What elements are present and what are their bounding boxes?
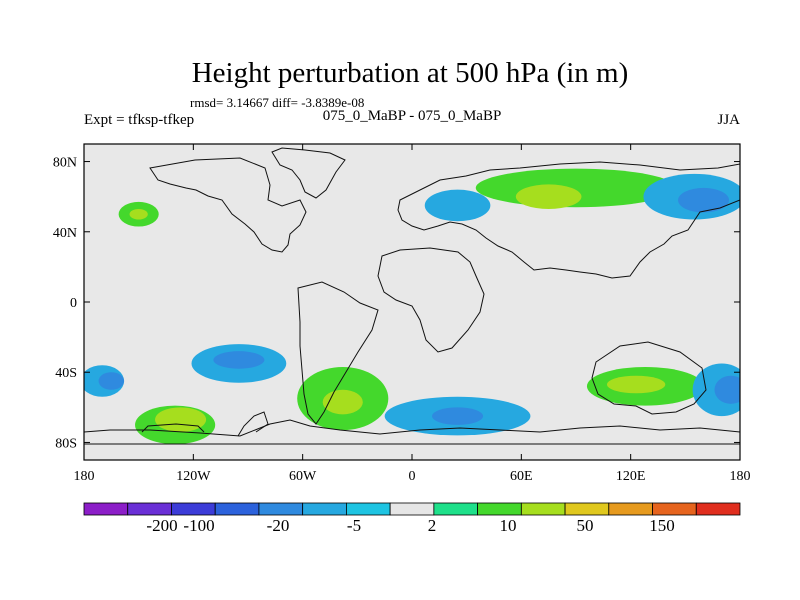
colorbar-cell [214, 502, 260, 516]
colorbar-label: 10 [500, 516, 517, 535]
anomaly-contour [129, 208, 148, 220]
axis-ticks [83, 144, 741, 460]
x-tick-label: 60W [289, 469, 317, 484]
colorbar-label: -200 [146, 516, 177, 535]
anomaly-contour [714, 375, 740, 404]
x-tick-label: 0 [409, 469, 416, 484]
coastline-antarctic-shelf [141, 423, 205, 433]
anomaly-contour [432, 407, 484, 425]
colorbar-cell [477, 502, 522, 516]
coastlines [84, 147, 740, 445]
colorbar-label: -100 [183, 516, 214, 535]
y-tick-label: 0 [70, 296, 77, 311]
anomaly-contour [678, 187, 730, 213]
colorbar-cell [608, 502, 653, 516]
colorbar-cell [345, 502, 391, 516]
colorbar-cell [258, 502, 304, 516]
colorbar-cell [652, 502, 697, 516]
coastline-australia [591, 341, 707, 415]
experiment-label: Expt = tfksp-tfkep [84, 112, 194, 128]
colorbar-cell [433, 502, 479, 516]
run-label: 075_0_MaBP - 075_0_MaBP [323, 108, 502, 124]
colorbar-label: -5 [347, 516, 361, 535]
coastline-antarctica [84, 419, 740, 445]
colorbar-cell [389, 502, 435, 516]
colorbar-label: -20 [267, 516, 290, 535]
colorbar-cell [520, 502, 566, 516]
colorbar-cell [83, 502, 129, 516]
coastline-south-america [297, 281, 379, 425]
x-tick-label: 180 [730, 469, 751, 484]
chart-title: Height perturbation at 500 hPa (in m) [192, 57, 629, 89]
colorbar-cell [127, 502, 172, 516]
anomaly-contour [213, 351, 265, 369]
anomaly-contour [515, 184, 582, 209]
anomaly-contour [155, 407, 207, 432]
anomaly-contour [424, 189, 491, 222]
y-tick-label: 80S [55, 436, 77, 451]
colorbar-cell [171, 502, 216, 516]
anomaly-contour [98, 372, 125, 390]
x-tick-label: 120E [616, 469, 646, 484]
coastline-greenland [271, 147, 346, 199]
y-tick-label: 40N [53, 226, 77, 241]
colorbar-cell [564, 502, 610, 516]
x-tick-label: 180 [74, 469, 95, 484]
coastline-antarctic-peninsula [237, 411, 269, 437]
coastline-eurasia [397, 161, 740, 279]
colorbar-label: 150 [649, 516, 675, 535]
anomaly-contour [322, 389, 363, 415]
colorbar-label: 50 [577, 516, 594, 535]
coastline-north-america [149, 157, 307, 253]
coastline-africa [377, 247, 485, 353]
anomaly-contour [606, 375, 666, 394]
colorbar-cell [302, 502, 347, 516]
y-tick-label: 80N [53, 156, 77, 171]
x-tick-label: 120W [176, 469, 211, 484]
stats-label: rmsd= 3.14667 diff= -3.8389e-08 [190, 95, 364, 110]
colorbar-label: 2 [428, 516, 437, 535]
y-tick-label: 40S [55, 366, 77, 381]
colorbar-cell [695, 502, 741, 516]
x-tick-label: 60E [510, 469, 533, 484]
colorbar [83, 502, 741, 516]
season-label: JJA [717, 112, 740, 128]
